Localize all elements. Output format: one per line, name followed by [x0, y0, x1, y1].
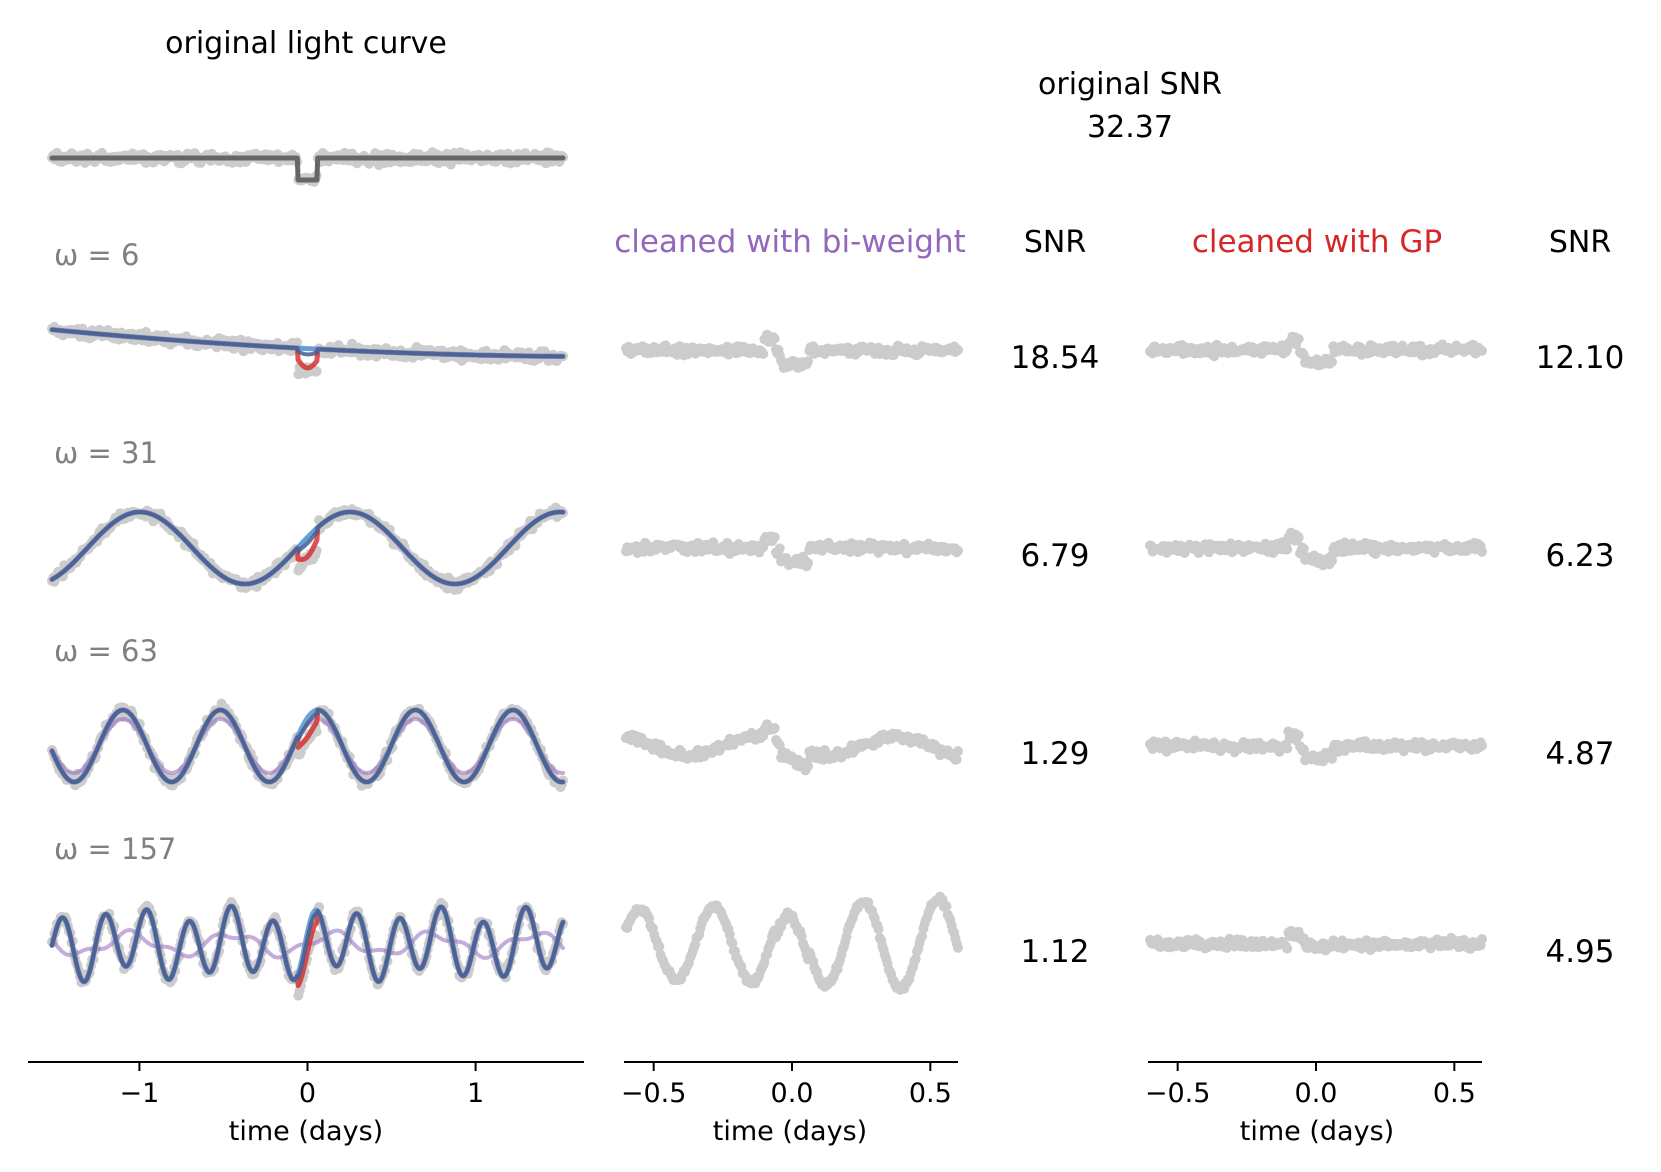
x-axis-biweight: −0.5 0.0 0.5 [621, 1061, 958, 1109]
residual-gp-omega-63 [1145, 726, 1487, 767]
tick-label: −1 [120, 1078, 160, 1109]
snr-biweight-row-2: 6.79 [1020, 538, 1089, 574]
data-point [1298, 543, 1309, 554]
snr-biweight-row-1: 18.54 [1011, 340, 1100, 376]
tick-label: 0.5 [909, 1078, 952, 1109]
model-line-original [49, 155, 566, 183]
original-snr-label: original SNR [1038, 67, 1222, 102]
header-biweight: cleaned with bi-weight [614, 224, 966, 260]
fit-line-omega-31 [50, 510, 565, 586]
header-snr-gp: SNR [1549, 225, 1611, 260]
omega-label-omega-31: ω = 31 [54, 436, 158, 470]
x-axis-gp: −0.5 0.0 0.5 [1145, 1061, 1482, 1109]
tick-label: 0.5 [1433, 1078, 1476, 1109]
data-point [953, 345, 963, 355]
tick-label: 0.0 [771, 1078, 814, 1109]
residual-biweight-omega-31 [621, 531, 963, 572]
original-snr-value: 32.37 [1087, 110, 1173, 145]
residual-biweight-omega-6 [621, 329, 963, 373]
data-point [769, 333, 780, 344]
data-point [1293, 532, 1304, 543]
snr-biweight-row-3: 1.29 [1020, 736, 1089, 772]
data-point [311, 366, 322, 377]
data-point [292, 337, 303, 348]
snr-gp-row-2: 6.23 [1545, 538, 1614, 574]
snr-gp-row-4: 4.95 [1545, 934, 1614, 970]
fit-line-omega-63 [50, 708, 565, 784]
data-point [951, 754, 962, 765]
header-snr-biweight: SNR [1024, 225, 1086, 260]
axes: −1 0 1 −0.5 0.0 0.5 −0.5 0.0 0.5 [28, 1061, 1482, 1109]
omega-label-omega-63: ω = 63 [54, 634, 158, 668]
residual-biweight-omega-63 [621, 719, 963, 776]
data-point [1293, 333, 1304, 344]
data-point [1282, 943, 1293, 954]
residual-gp-omega-31 [1145, 527, 1487, 571]
xlabel-gp: time (days) [1240, 1116, 1394, 1147]
data-point [769, 532, 780, 543]
data-point [1282, 544, 1293, 555]
data-point [803, 558, 813, 568]
data-point [1477, 934, 1487, 944]
data-point [1282, 743, 1293, 754]
omega-label-omega-157: ω = 157 [54, 832, 176, 866]
data-point [1477, 345, 1487, 356]
tick-label: 1 [467, 1078, 484, 1109]
omega-labels: ω = 6 ω = 31 ω = 63 ω = 157 [54, 238, 176, 866]
xlabel-biweight: time (days) [713, 1116, 867, 1147]
data-point [953, 545, 963, 556]
omega-label-omega-6: ω = 6 [54, 238, 139, 272]
snr-gp-row-3: 4.87 [1545, 736, 1614, 772]
plot-marks [47, 147, 1487, 1001]
data-point [1477, 740, 1487, 751]
data-point [873, 924, 884, 935]
snr-biweight-row-4: 1.12 [1020, 934, 1089, 970]
title-original-light-curve: original light curve [165, 26, 447, 61]
residual-gp-omega-6 [1145, 331, 1487, 371]
data-point [941, 901, 952, 912]
residual-gp-omega-157 [1145, 925, 1487, 956]
data-point [758, 348, 769, 359]
xlabel-left: time (days) [229, 1116, 383, 1147]
data-point [803, 761, 813, 772]
tick-label: 0.0 [1295, 1078, 1338, 1109]
x-axis-light-curve: −1 0 1 [28, 1061, 584, 1109]
snr-values: 18.54 6.79 1.29 1.12 12.10 6.23 4.87 4.9… [1011, 340, 1625, 970]
tick-label: −0.5 [621, 1078, 687, 1109]
tick-label: −0.5 [1145, 1078, 1211, 1109]
residual-biweight-omega-157 [621, 891, 963, 995]
data-point [1327, 357, 1337, 368]
header-gp: cleaned with GP [1192, 224, 1442, 260]
fit-line-omega-6 [50, 327, 565, 359]
data-point [1293, 730, 1304, 741]
snr-gp-row-1: 12.10 [1536, 340, 1625, 376]
data-point [769, 723, 780, 733]
data-point [774, 543, 785, 554]
data-point [953, 942, 963, 953]
tick-label: 0 [299, 1078, 316, 1109]
data-point [1477, 546, 1487, 557]
data-point [953, 746, 963, 757]
